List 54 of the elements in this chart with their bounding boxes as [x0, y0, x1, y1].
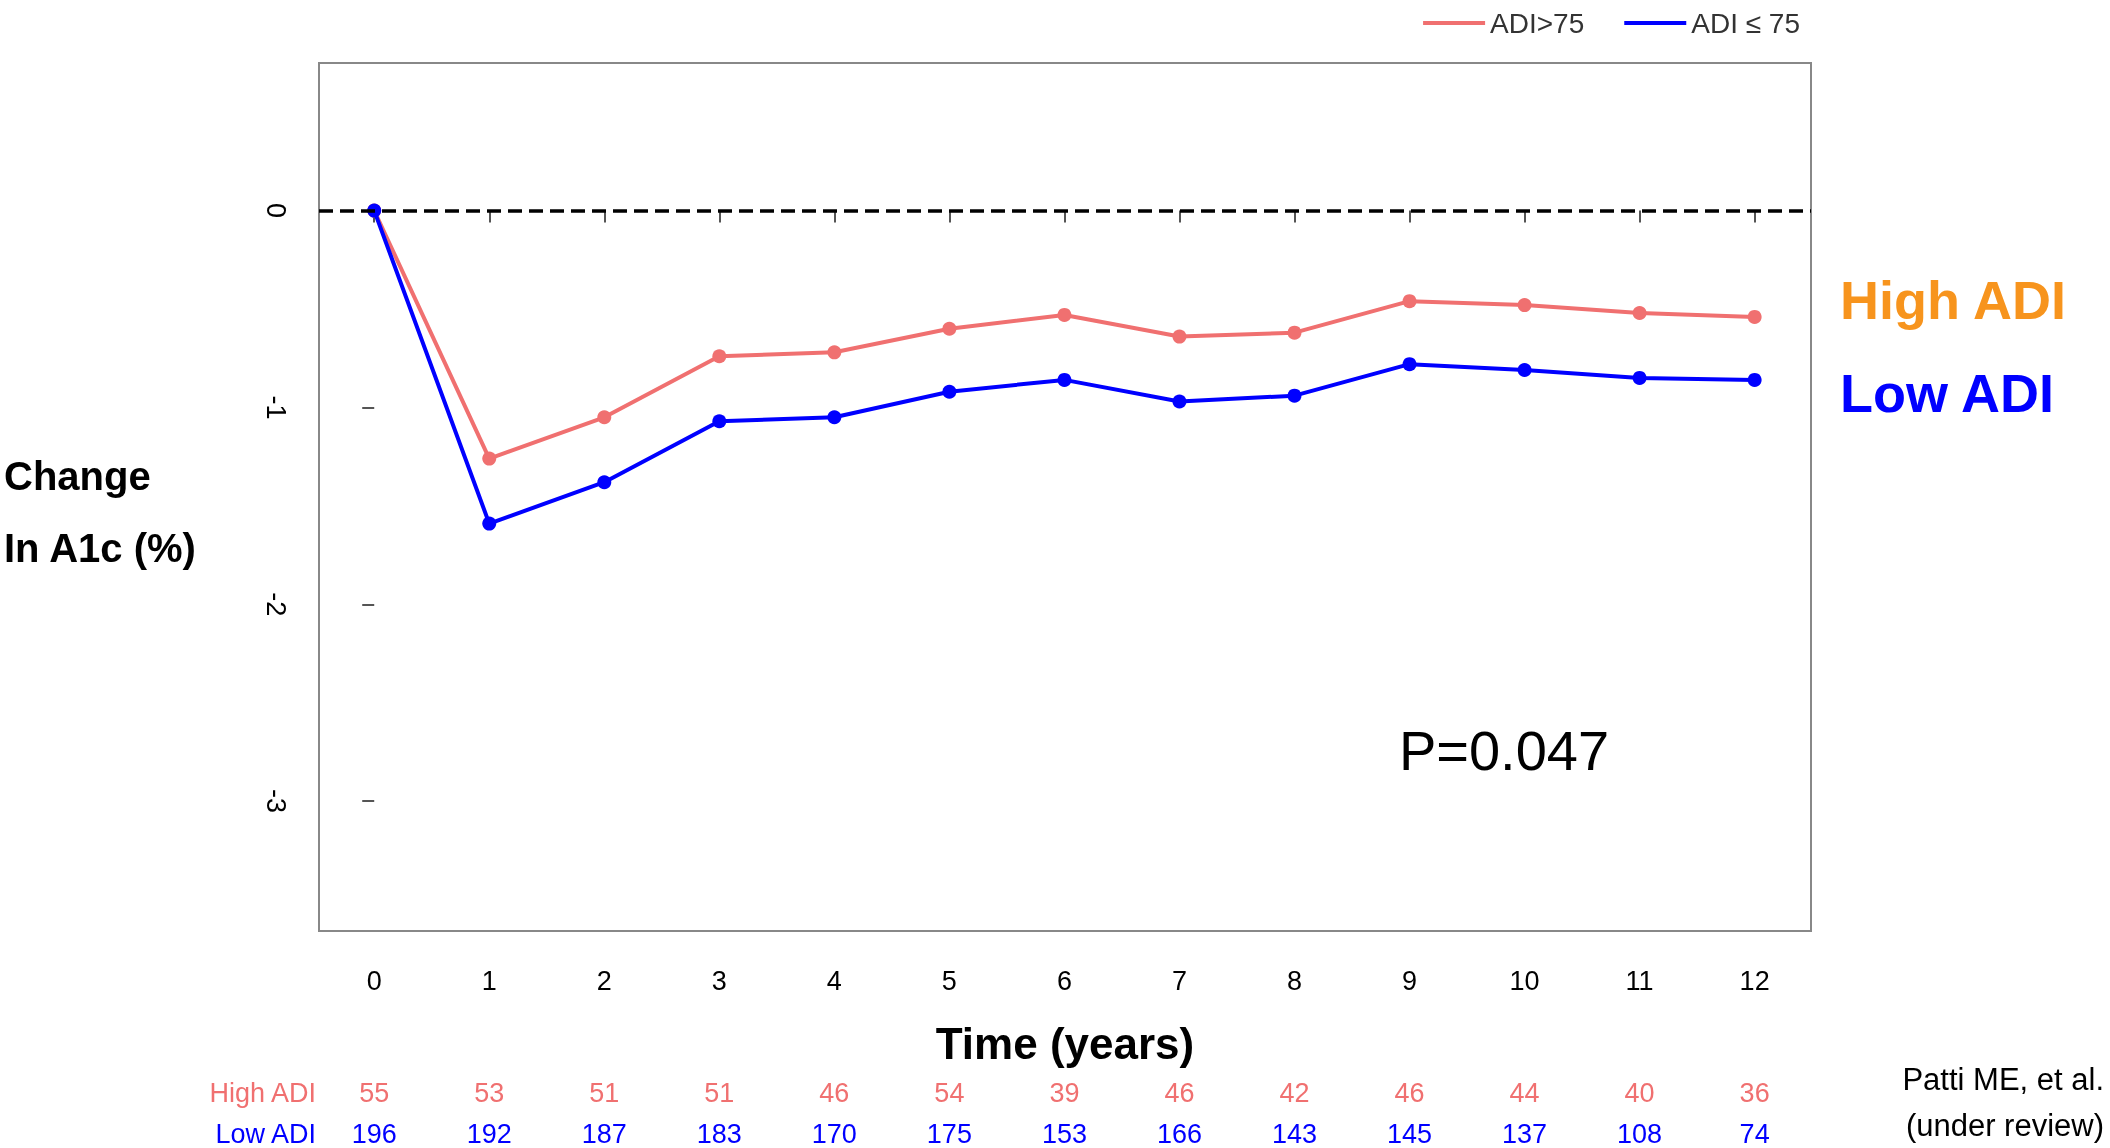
x-tick-label: 8: [1286, 965, 1303, 996]
point: [1402, 357, 1417, 372]
x-tick-label: 10: [1509, 965, 1540, 996]
text: High ADI: [209, 1078, 316, 1108]
x-tick-label: 7: [1171, 965, 1187, 996]
text: Low ADI: [1840, 363, 2054, 423]
text: (under review): [1905, 1107, 2104, 1143]
point: [1517, 363, 1532, 378]
y-axis-title: Change In A1c (%): [4, 454, 196, 570]
x-tick-label: 1: [481, 965, 497, 996]
text: 196 192 187 183 170 175 153 166 143 145 137 108 74: [351, 1119, 1770, 1148]
point: [482, 516, 497, 531]
point: [942, 321, 957, 336]
y-tick-label: -1: [260, 395, 291, 420]
point: [1747, 372, 1762, 387]
x-tick-label: 0: [366, 965, 382, 996]
text: High ADI: [1840, 270, 2066, 330]
point: [942, 384, 957, 399]
point: [482, 451, 497, 466]
text: Patti ME, et al.: [1902, 1061, 2104, 1097]
x-tick-label: 5: [941, 965, 957, 996]
point: [597, 410, 612, 425]
x-tick-label: 9: [1402, 965, 1418, 996]
x-tick-label: 6: [1056, 965, 1072, 996]
x-tick-label: 12: [1739, 965, 1770, 996]
point: [712, 414, 727, 429]
point: [1747, 309, 1762, 324]
point: [1287, 325, 1302, 340]
point: [1057, 372, 1072, 387]
x-axis-title: Time (years): [935, 1018, 1195, 1068]
text: Low ADI: [215, 1119, 316, 1148]
x-tick-label: 3: [711, 965, 727, 996]
point: [1287, 388, 1302, 403]
x-tick-label: 11: [1625, 965, 1654, 996]
x-tick-label: 2: [596, 965, 612, 996]
point: [712, 349, 727, 364]
legend-label: ADI>75: [1490, 7, 1585, 39]
annotation: P=0.047: [1398, 718, 1610, 782]
point: [597, 475, 612, 490]
point: [1172, 329, 1187, 344]
point: [1632, 370, 1647, 385]
point: [1172, 394, 1187, 409]
point: [1402, 294, 1417, 309]
text: 55 53 51 51 46 54 39 46 42 46 44 40 36: [359, 1078, 1770, 1108]
point: [827, 345, 842, 360]
point: [1057, 307, 1072, 322]
point: [827, 410, 842, 425]
legend-label: ADI ≤ 75: [1691, 7, 1800, 39]
point: [1632, 305, 1647, 320]
y-tick-label: -3: [260, 789, 291, 814]
x-tick-label: 4: [826, 965, 842, 996]
point: [1517, 298, 1532, 313]
y-tick-label: 0: [260, 203, 291, 219]
y-tick-label: -2: [260, 592, 291, 617]
